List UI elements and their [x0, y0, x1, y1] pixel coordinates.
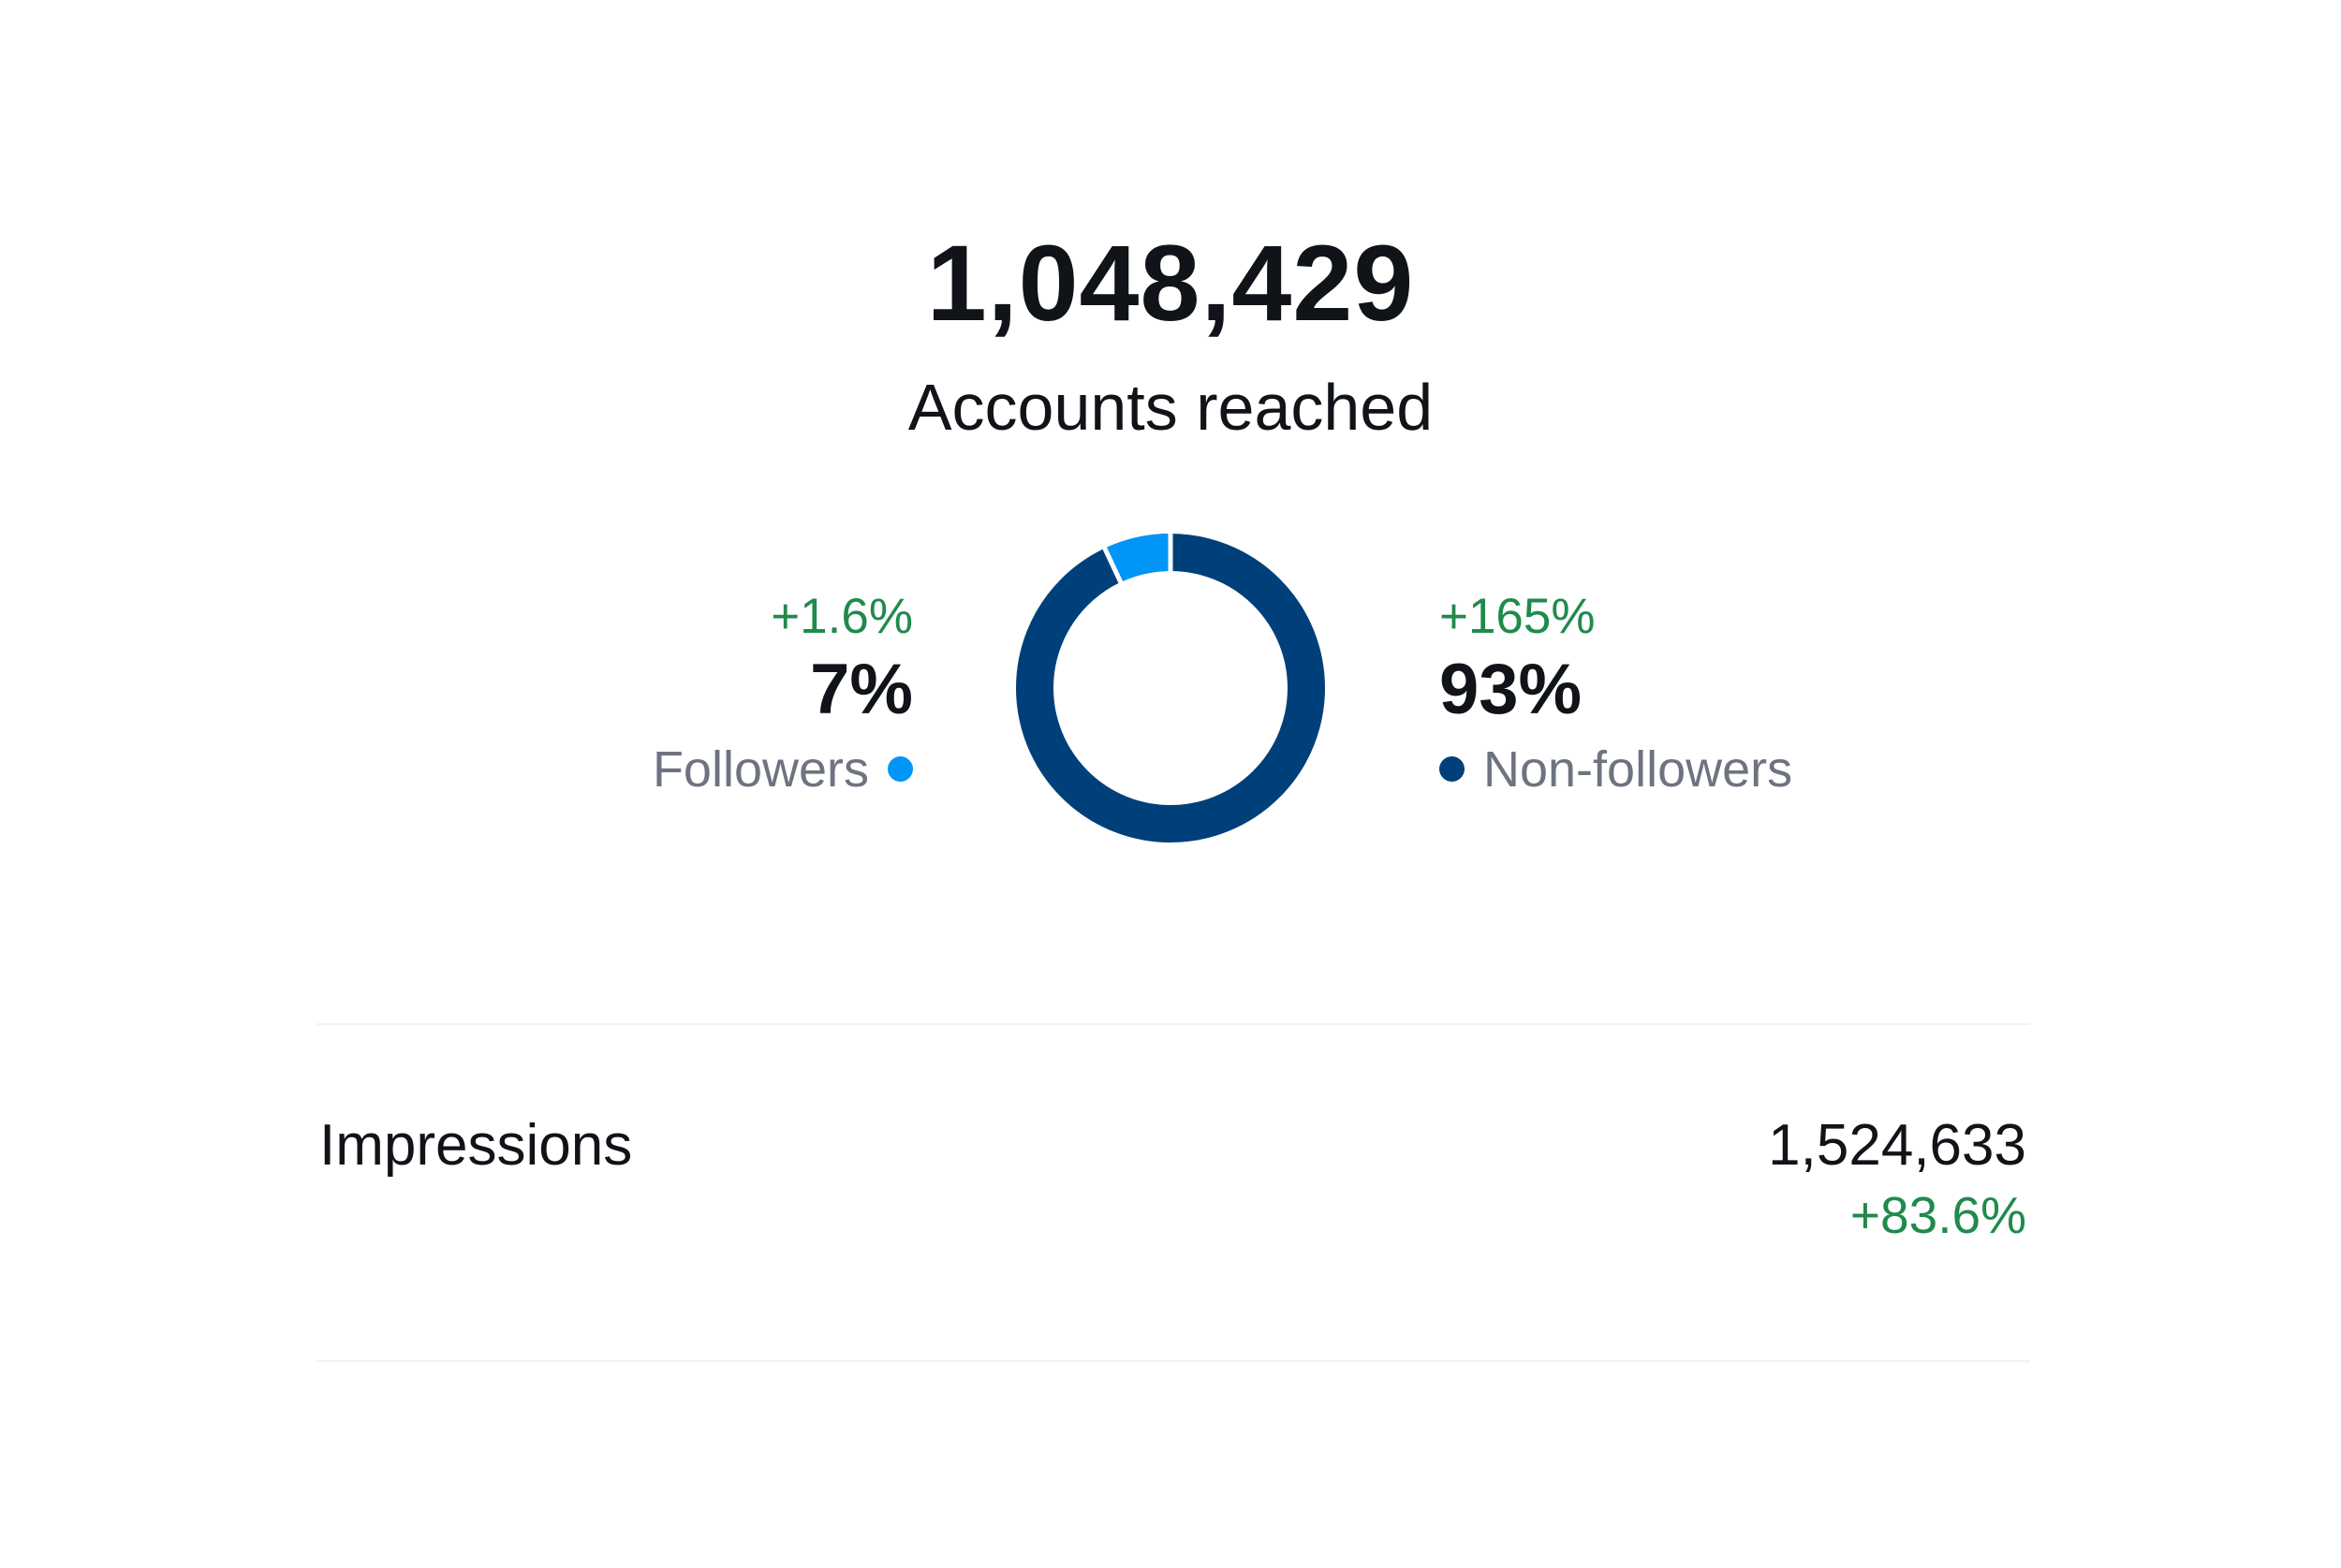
- accounts-reached-count: 1,048,429: [926, 224, 1415, 344]
- audience-donut-chart: [1016, 534, 1325, 843]
- followers-segment: [1104, 534, 1171, 583]
- impressions-label[interactable]: Impressions: [319, 1113, 633, 1178]
- non-followers-delta: +165%: [1439, 589, 1596, 644]
- non-followers-legend-label: Non-followers: [1483, 741, 1793, 798]
- divider: [317, 1360, 2030, 1362]
- non-followers-stat[interactable]: +165% 93% Non-followers: [1439, 592, 1792, 795]
- followers-legend: Followers: [653, 744, 913, 795]
- non-followers-dot-icon: [1439, 756, 1465, 783]
- followers-stat[interactable]: +1.6% 7% Followers: [653, 592, 913, 795]
- segment-gap: [1102, 546, 1124, 584]
- followers-delta: +1.6%: [771, 589, 913, 644]
- followers-percent: 7%: [810, 650, 913, 729]
- followers-legend-label: Followers: [652, 741, 869, 798]
- non-followers-legend: Non-followers: [1439, 744, 1792, 795]
- non-followers-segment: [1016, 534, 1325, 843]
- impressions-delta: +83.6%: [1849, 1186, 2026, 1244]
- accounts-reached-label: Accounts reached: [907, 371, 1434, 444]
- impressions-value: 1,524,633: [1768, 1113, 2026, 1178]
- divider: [317, 1023, 2030, 1025]
- followers-dot-icon: [888, 756, 913, 783]
- non-followers-percent: 93%: [1439, 650, 1583, 729]
